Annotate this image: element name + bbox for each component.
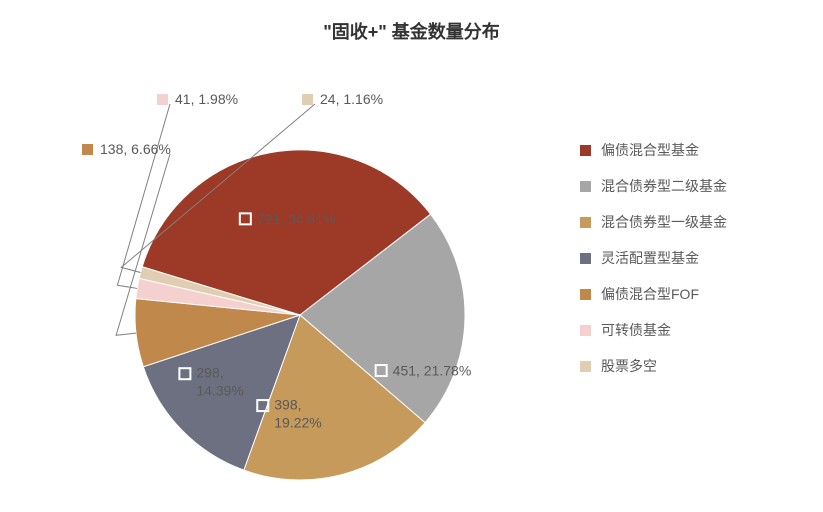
slice-marker (82, 144, 93, 155)
legend-label: 股票多空 (601, 356, 657, 376)
legend-label: 偏债混合型基金 (601, 140, 699, 160)
slice-label: 41, 1.98% (175, 91, 238, 107)
legend-label: 混合债券型二级基金 (601, 176, 727, 196)
legend-label: 可转债基金 (601, 320, 671, 340)
legend-label: 灵活配置型基金 (601, 248, 699, 268)
legend-item: 灵活配置型基金 (580, 248, 800, 268)
legend-item: 股票多空 (580, 356, 800, 376)
legend-item: 偏债混合型FOF (580, 284, 800, 304)
slice-marker (302, 94, 313, 105)
legend-swatch (580, 361, 591, 372)
chart-legend: 偏债混合型基金混合债券型二级基金混合债券型一级基金灵活配置型基金偏债混合型FOF… (580, 140, 800, 392)
legend-swatch (580, 181, 591, 192)
slice-label: 451, 21.78% (393, 363, 472, 379)
slice-label: 19.22% (274, 415, 321, 431)
slice-label: 14.39% (196, 383, 243, 399)
legend-item: 混合债券型一级基金 (580, 212, 800, 232)
legend-label: 偏债混合型FOF (601, 284, 699, 304)
slice-label: 398, (274, 397, 301, 413)
slice-label: 298, (196, 365, 223, 381)
legend-item: 偏债混合型基金 (580, 140, 800, 160)
legend-swatch (580, 253, 591, 264)
slice-label: 24, 1.16% (320, 91, 383, 107)
legend-swatch (580, 217, 591, 228)
legend-item: 可转债基金 (580, 320, 800, 340)
slice-label: 138, 6.66% (100, 141, 171, 157)
legend-swatch (580, 289, 591, 300)
chart-title: "固收+" 基金数量分布 (0, 18, 823, 44)
legend-swatch (580, 145, 591, 156)
legend-item: 混合债券型二级基金 (580, 176, 800, 196)
legend-label: 混合债券型一级基金 (601, 212, 727, 232)
slice-marker (157, 94, 168, 105)
legend-swatch (580, 325, 591, 336)
slice-label: 721, 34.81% (257, 211, 336, 227)
pie-chart: 721, 34.81% 451, 21.78% 398, 19.22% 298, 14.3… (0, 60, 560, 500)
